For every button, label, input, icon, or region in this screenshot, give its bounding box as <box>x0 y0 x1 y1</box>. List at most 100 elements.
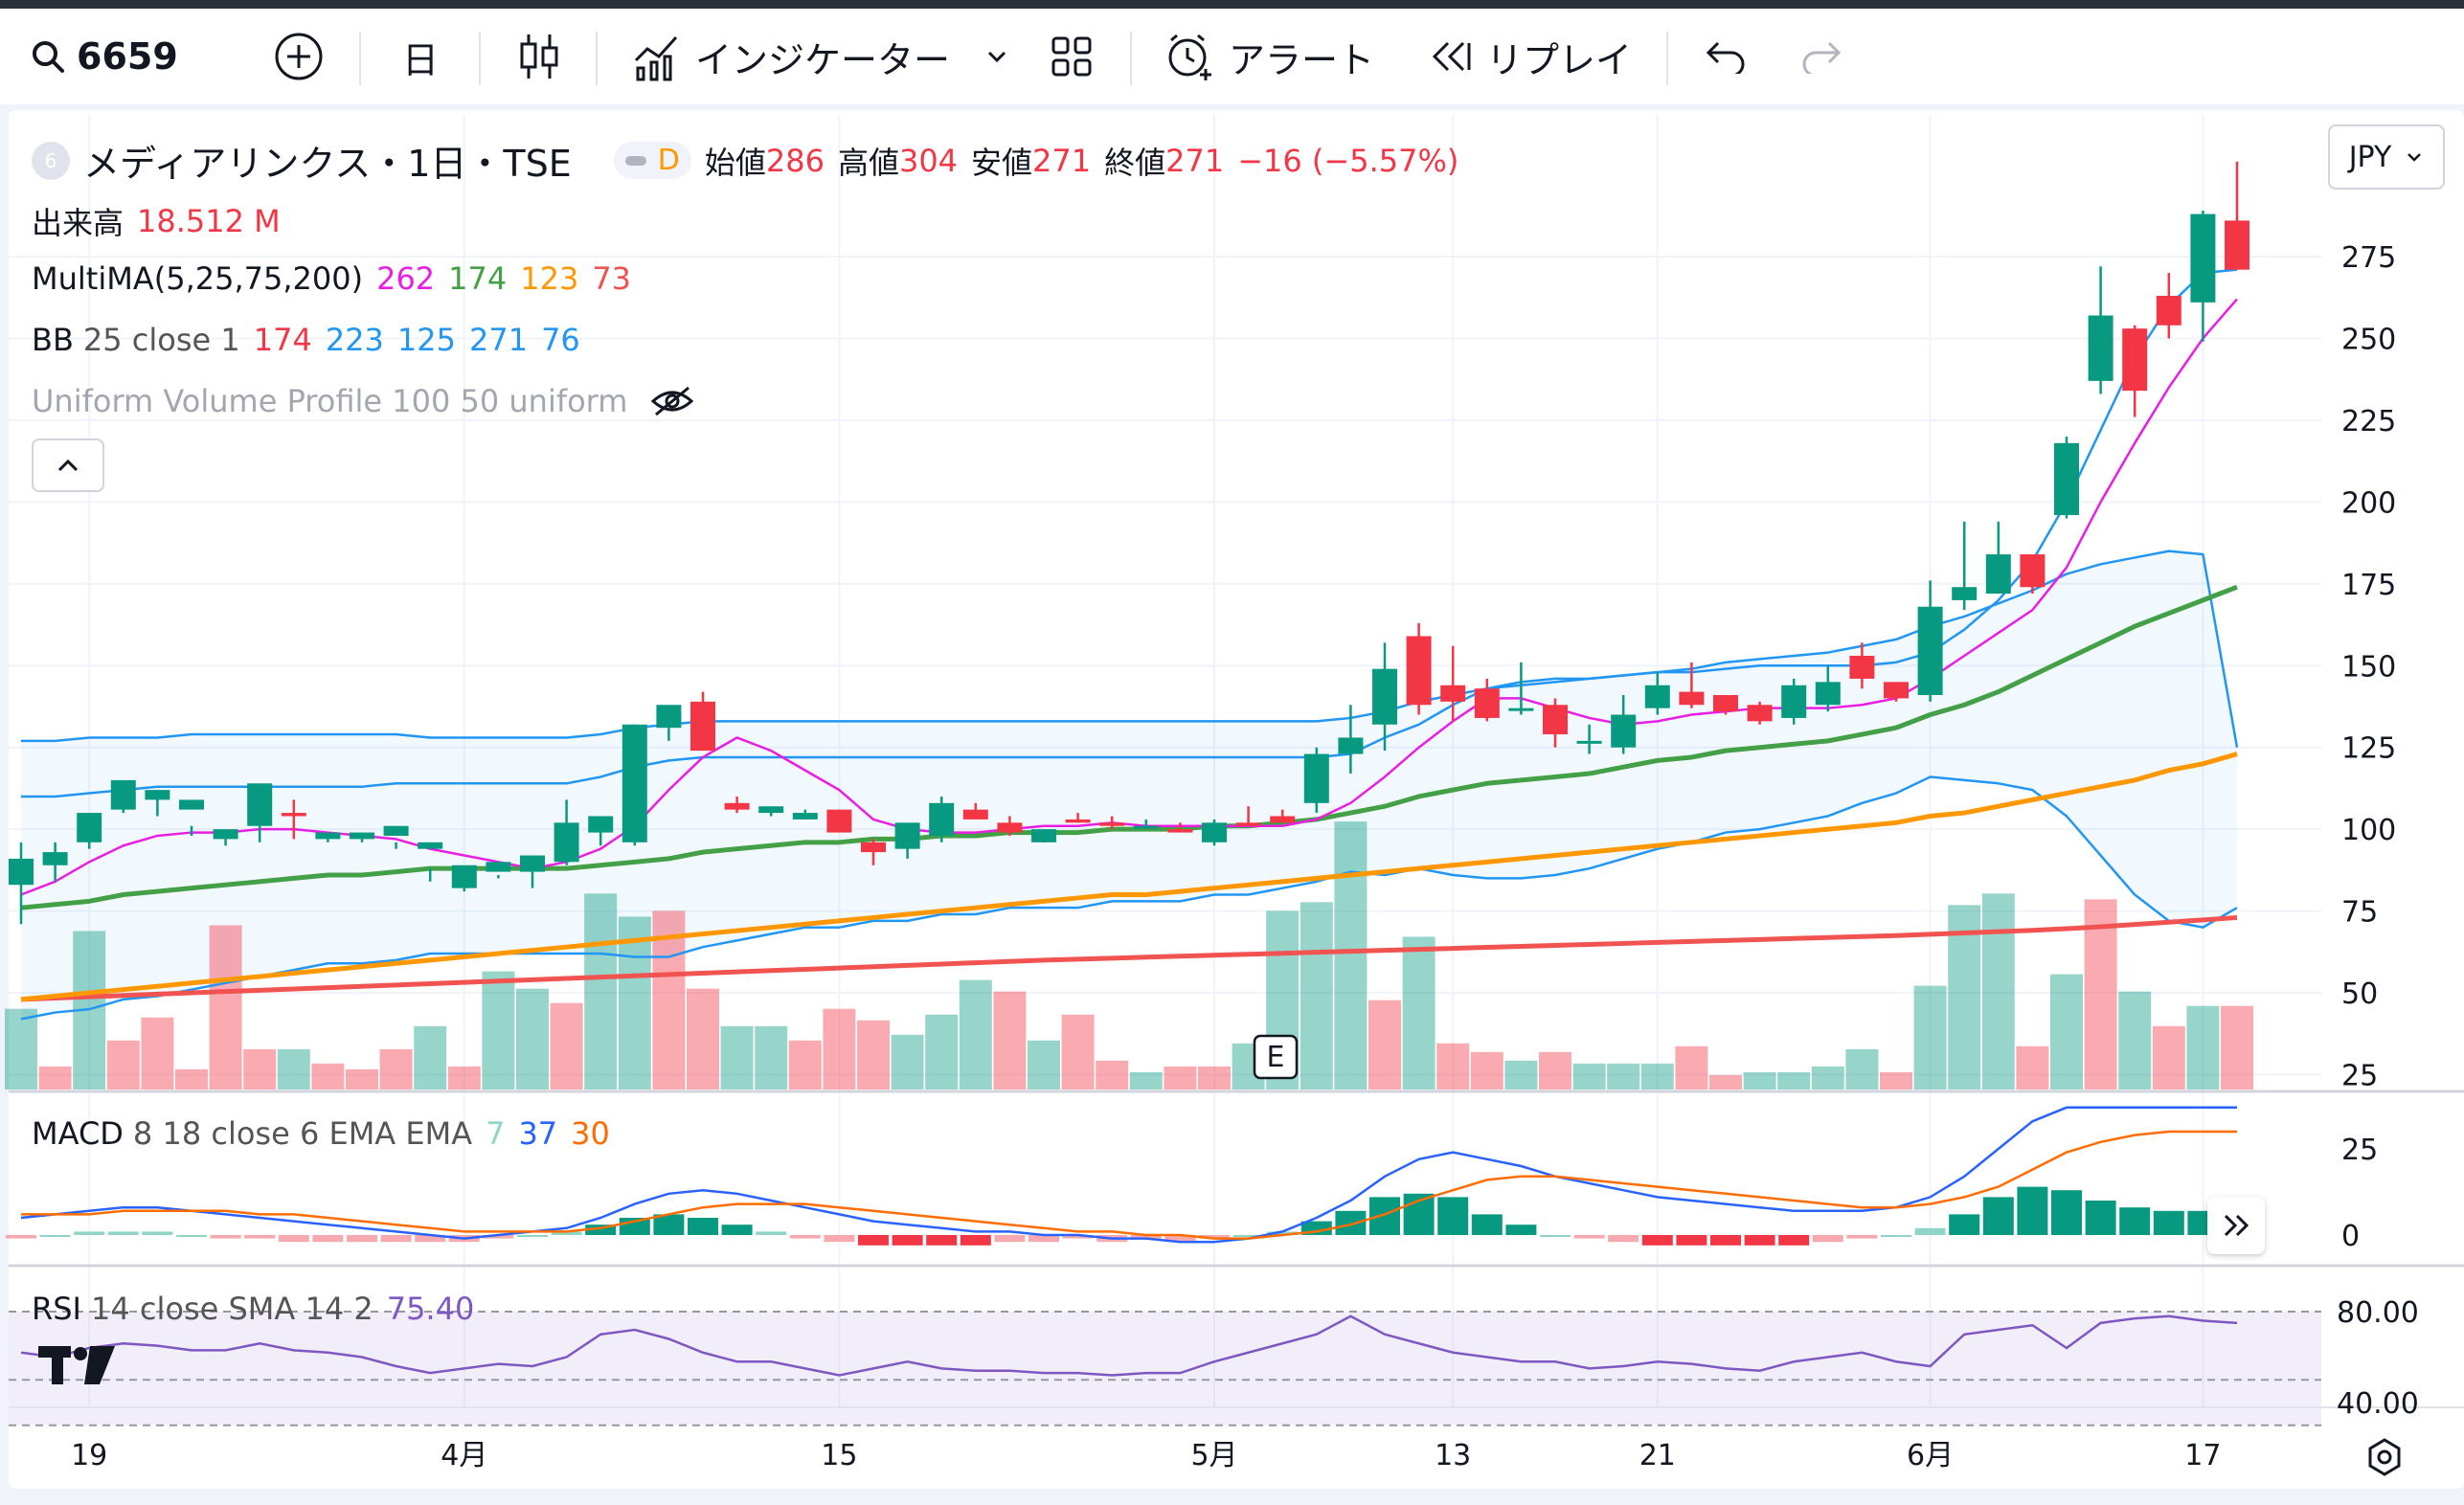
macd-histogram-bar <box>1335 1210 1367 1235</box>
toolbar-separator <box>596 32 598 85</box>
legend-macd[interactable]: MACD 8 18 close 6 EMA EMA 7 37 30 <box>32 1115 623 1152</box>
bb-label: BB <box>32 322 74 358</box>
bollinger-fill <box>21 550 2237 1020</box>
macd-histogram-bar <box>824 1235 855 1243</box>
volume-bar <box>311 1063 345 1089</box>
symbol-search[interactable]: 6659 <box>29 9 178 104</box>
bb-value-a: 174 <box>253 322 312 358</box>
macd-histogram-bar <box>1608 1235 1639 1243</box>
volume-bar <box>1470 1051 1503 1089</box>
volume-bar <box>1845 1048 1879 1089</box>
rsi-band-fill <box>9 1312 2321 1426</box>
macd-signal-value: 30 <box>571 1115 610 1152</box>
macd-label: MACD <box>32 1115 124 1152</box>
rsi-pane <box>9 1311 2321 1426</box>
volume-bar <box>106 1040 140 1089</box>
undo-icon <box>1706 41 1745 74</box>
candle-body <box>486 862 511 872</box>
bb-value-b: 223 <box>325 322 384 358</box>
macd-histogram-bar <box>1982 1197 2014 1235</box>
multima-label: MultiMA(5,25,75,200) <box>32 260 364 297</box>
top-strip <box>0 0 2464 9</box>
macd-histogram-bar <box>142 1231 173 1235</box>
macd-histogram-bar <box>517 1235 548 1237</box>
legend-volume-profile[interactable]: Uniform Volume Profile 100 50 uniform <box>32 383 694 419</box>
bb-value-c: 125 <box>396 322 456 358</box>
candle-body <box>1849 655 1875 679</box>
macd-histogram-bar <box>1846 1235 1878 1239</box>
volume-label: 出来高 <box>32 205 124 241</box>
market-closed-icon <box>624 155 646 166</box>
price-tick-label: 25 <box>2341 1060 2378 1093</box>
ma75-value: 123 <box>520 260 579 297</box>
bb-value-d: 271 <box>468 322 529 358</box>
earnings-marker[interactable] <box>1253 1034 1299 1080</box>
redo-button[interactable] <box>1800 9 1842 104</box>
candle-body <box>418 842 443 849</box>
tradingview-logo[interactable] <box>34 1340 121 1392</box>
time-tick-label: 5月 <box>1190 1439 1237 1472</box>
delayed-flag: D <box>657 144 680 177</box>
low-label: 安値 <box>971 144 1033 181</box>
volume-bar <box>1777 1071 1811 1089</box>
price-tick-label: 125 <box>2341 732 2396 766</box>
candle-body <box>2122 328 2148 392</box>
legend-volume[interactable]: 出来高 18.512 M <box>32 199 294 243</box>
volume-bar <box>447 1066 481 1089</box>
macd-histogram-bar <box>1641 1235 1673 1246</box>
settings-button[interactable] <box>2363 1436 2406 1482</box>
volume-bar <box>38 1066 72 1089</box>
macd-histogram-bar <box>1062 1235 1094 1239</box>
legend-rsi[interactable]: RSI 14 close SMA 14 2 75.40 <box>32 1291 487 1327</box>
scroll-to-latest-button[interactable] <box>2207 1197 2265 1254</box>
volume-bar <box>550 1002 583 1089</box>
macd-pane <box>6 1106 2252 1246</box>
collapse-legend-button[interactable] <box>32 438 104 492</box>
macd-histogram-bar <box>1540 1235 1571 1237</box>
macd-histogram-bar <box>1881 1235 1911 1237</box>
time-tick-label: 17 <box>2184 1439 2221 1472</box>
macd-histogram-bar <box>1029 1235 1059 1243</box>
interval-button[interactable]: 日 <box>402 9 439 104</box>
chart-type-button[interactable] <box>517 9 561 104</box>
symbol-title[interactable]: メディアリンクス・1日・TSE <box>83 143 572 185</box>
layout-button[interactable] <box>1050 9 1094 104</box>
currency-label: JPY <box>2348 140 2392 174</box>
volume-bar <box>857 1020 890 1089</box>
candle-body <box>1065 819 1091 823</box>
candle-body <box>145 790 170 800</box>
macd-histogram-bar <box>653 1214 685 1235</box>
eye-hidden-icon[interactable] <box>650 385 694 417</box>
indicators-button[interactable]: インジケーター <box>632 9 950 104</box>
candle-body <box>1270 816 1296 823</box>
volume-bar <box>1300 902 1333 1089</box>
macd-histogram-bar <box>551 1231 582 1235</box>
macd-histogram-bar <box>483 1235 514 1239</box>
legend-multima[interactable]: MultiMA(5,25,75,200) 262 174 123 73 <box>32 260 644 297</box>
macd-histogram-bar <box>1130 1235 1162 1239</box>
chevron-down-icon <box>2407 153 2422 162</box>
volume-bar <box>1368 1000 1401 1089</box>
volume-bar <box>1811 1066 1844 1089</box>
candle-body <box>2225 220 2249 270</box>
candle-body <box>2156 296 2181 326</box>
candle-body <box>1781 685 1807 718</box>
time-tick-label: 6月 <box>1907 1439 1954 1472</box>
currency-selector[interactable]: JPY <box>2328 124 2445 190</box>
legend-bb[interactable]: BB 25 close 1 174 223 125 271 76 <box>32 322 594 358</box>
macd-histogram-bar <box>2085 1201 2116 1235</box>
low-value: 271 <box>1032 142 1092 179</box>
candle-body <box>1303 753 1329 803</box>
earnings-marker-label: E <box>1267 1041 1285 1074</box>
ma5-line <box>20 298 2238 896</box>
replay-icon <box>1432 41 1471 72</box>
replay-button[interactable]: リプレイ <box>1427 9 1632 104</box>
alert-button[interactable]: アラート <box>1164 9 1374 104</box>
macd-histogram-bar <box>688 1218 718 1235</box>
compare-symbol-button[interactable] <box>273 9 325 104</box>
macd-histogram-bar <box>1437 1197 1469 1235</box>
undo-button[interactable] <box>1705 9 1747 104</box>
indicators-dropdown-button[interactable] <box>984 9 1009 104</box>
candle-body <box>1202 822 1227 842</box>
